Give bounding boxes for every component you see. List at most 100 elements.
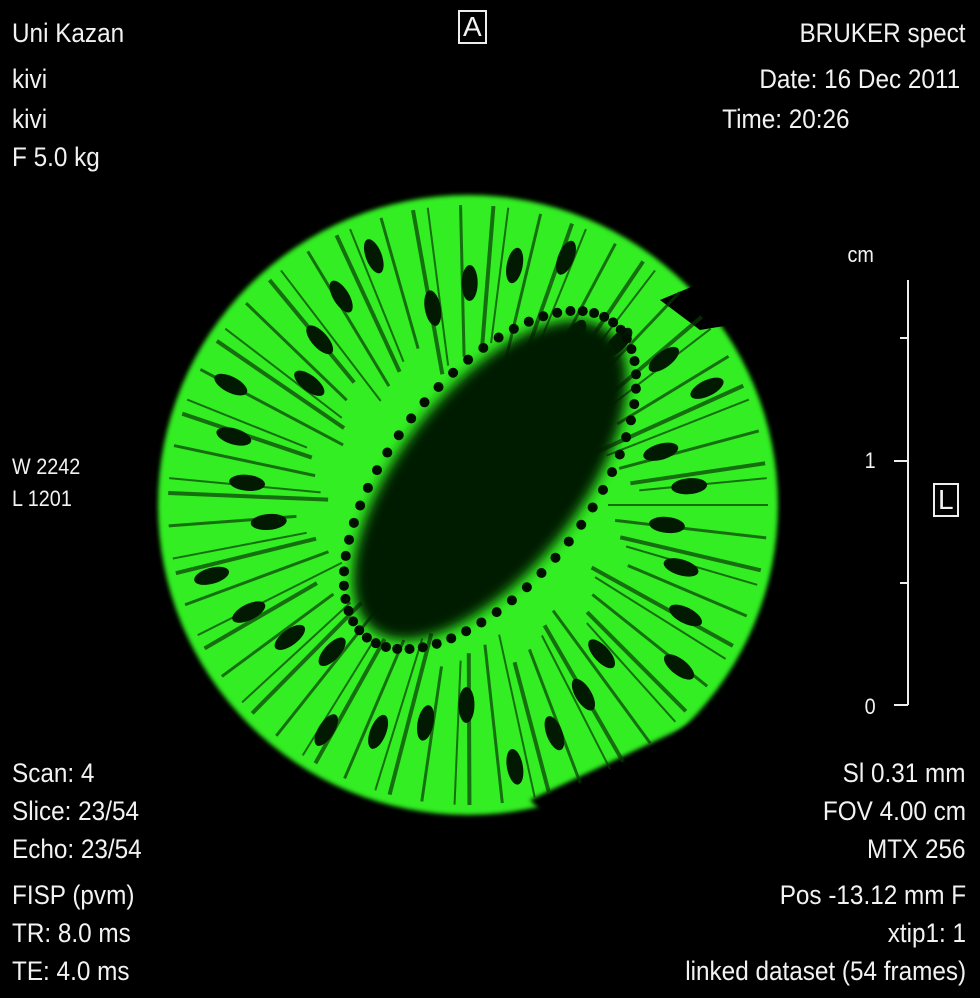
radial-streak <box>306 250 391 387</box>
radial-streak <box>334 234 402 373</box>
field-of-view: FOV 4.00 cm <box>822 796 966 826</box>
seed <box>588 639 616 669</box>
window-level: L 1201 <box>12 486 72 511</box>
orientation-marker-top: A <box>458 10 487 44</box>
core-seed <box>380 641 391 652</box>
core-seed <box>361 632 372 643</box>
core-seed <box>393 430 404 441</box>
scale-unit: cm <box>847 242 874 267</box>
core-seed <box>587 502 598 513</box>
radial-streak <box>490 207 510 344</box>
core-seed <box>392 643 403 654</box>
radial-streak <box>220 592 335 678</box>
core-seed <box>406 413 417 424</box>
core-seed <box>404 644 415 655</box>
core-seed <box>523 316 534 327</box>
core-seed <box>446 633 457 644</box>
core-seed <box>348 616 359 627</box>
core-seed <box>338 580 349 591</box>
seed <box>424 290 442 326</box>
core-seed <box>478 342 489 353</box>
radial-streak <box>241 601 352 704</box>
core-seed <box>521 582 532 593</box>
scan-time: Time: 20:26 <box>722 104 850 134</box>
core-seed <box>433 382 444 393</box>
core-seed <box>630 383 641 394</box>
radial-streak <box>483 644 504 804</box>
radial-streak <box>594 576 727 660</box>
radial-streak <box>186 398 308 449</box>
core-seed <box>448 367 459 378</box>
scanner-label: BRUKER spect <box>799 18 966 48</box>
core-seed <box>614 449 625 460</box>
fruit-core <box>353 320 627 640</box>
core-seed <box>476 617 487 628</box>
radial-streak <box>426 207 450 366</box>
radial-streak <box>551 609 652 745</box>
radial-streak <box>168 491 329 502</box>
radial-streak <box>616 355 730 426</box>
radial-streak <box>498 634 536 798</box>
seed <box>506 247 524 284</box>
seed <box>368 714 389 749</box>
radial-streak <box>172 531 307 560</box>
radial-streak <box>184 550 329 607</box>
core-seed <box>417 642 428 653</box>
core-seed <box>355 500 366 511</box>
core-seed <box>607 467 618 478</box>
radial-streak <box>175 536 317 576</box>
scale-label-0: 0 <box>864 694 876 719</box>
radial-streak <box>590 565 734 648</box>
core-seed <box>491 607 502 618</box>
core-seed <box>508 323 519 334</box>
radial-streak <box>420 666 443 802</box>
slice-number: Slice: 23/54 <box>12 796 139 826</box>
core-seed <box>589 308 600 319</box>
seed <box>663 654 695 680</box>
core-seed <box>344 534 355 545</box>
seed <box>571 678 596 711</box>
radial-streak <box>606 398 750 457</box>
core-seed <box>362 482 373 493</box>
scan-date: Date: 16 Dec 2011 <box>759 64 960 94</box>
seed <box>643 442 679 461</box>
radial-streak <box>512 661 552 795</box>
image-cutout <box>660 275 760 330</box>
radial-streak <box>343 639 406 780</box>
radial-streak <box>301 640 375 756</box>
scale-label-1: 1 <box>864 448 876 473</box>
radial-streak <box>585 610 688 713</box>
slice-thickness: Sl 0.31 mm <box>843 758 966 788</box>
echo-number: Echo: 23/54 <box>12 834 142 864</box>
core-seed <box>343 605 354 616</box>
seed <box>329 280 353 313</box>
core-seed <box>431 638 442 649</box>
sequence-name: FISP (pvm) <box>12 880 135 910</box>
radial-streak <box>614 518 767 540</box>
core-seed <box>463 354 474 365</box>
repetition-time: TR: 8.0 ms <box>12 918 131 948</box>
core-seed <box>354 625 365 636</box>
patient-name: kivi <box>12 64 48 94</box>
core-seed <box>631 369 642 380</box>
core-seed <box>339 566 350 577</box>
institution-label: Uni Kazan <box>12 18 125 48</box>
radial-streak <box>215 339 346 430</box>
seed <box>216 427 252 446</box>
core-seed <box>577 306 588 317</box>
image-cutout <box>530 700 790 830</box>
radial-streak <box>374 638 424 791</box>
seed <box>649 516 685 534</box>
seed <box>214 373 248 396</box>
core-seed <box>597 484 608 495</box>
patient-weight: F 5.0 kg <box>12 142 100 172</box>
patient-id: kivi <box>12 104 48 134</box>
core-seed <box>621 333 632 344</box>
xtip-parameter: xtip1: 1 <box>887 918 966 948</box>
core-seed <box>419 397 430 408</box>
core-seed <box>576 519 587 530</box>
core-seed <box>552 307 563 318</box>
core-seed <box>340 593 351 604</box>
